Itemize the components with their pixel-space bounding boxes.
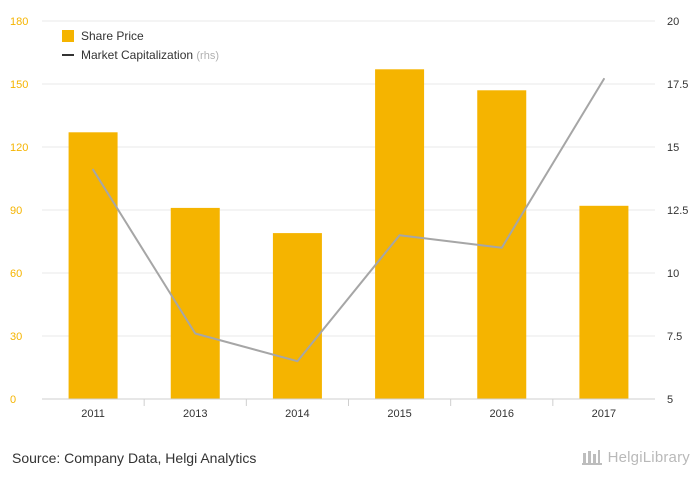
x-axis-tick-label: 2016 xyxy=(490,408,514,420)
legend-share-price-label: Share Price xyxy=(81,29,144,43)
legend-layer: Share Price Market Capitalization (rhs) xyxy=(62,29,219,62)
legend-share-price-swatch xyxy=(62,30,74,42)
right-axis-tick-label: 10 xyxy=(667,268,679,280)
bar-2011 xyxy=(68,132,118,400)
right-axis-tick-label: 15 xyxy=(667,142,679,154)
right-axis-tick-label: 17.5 xyxy=(667,79,688,91)
x-axis-tick-label: 2011 xyxy=(81,408,105,420)
brand-logo: HelgiLibrary xyxy=(581,448,690,466)
bar-2017 xyxy=(579,205,629,399)
right-axis-tick-label: 7.5 xyxy=(667,331,682,343)
axis-layer: 0 30 60 90 120 150 180 5 7.5 10 12.5 15 17.5 20 2011 20… xyxy=(10,16,688,420)
x-axis-tick-label: 2017 xyxy=(592,408,616,420)
left-axis-tick-label: 150 xyxy=(10,79,28,91)
left-axis-tick-label: 90 xyxy=(10,205,22,217)
right-axis-tick-label: 20 xyxy=(667,16,679,28)
x-axis-tick-label: 2014 xyxy=(285,408,309,420)
left-axis-tick-label: 30 xyxy=(10,331,22,343)
left-axis-tick-label: 60 xyxy=(10,268,22,280)
legend-rhs-note: (rhs) xyxy=(196,50,219,62)
x-axis-tick-label: 2013 xyxy=(183,408,207,420)
brand-name: HelgiLibrary xyxy=(607,448,690,466)
left-axis-tick-label: 180 xyxy=(10,16,28,28)
market-cap-line xyxy=(92,77,605,363)
right-axis-tick-label: 12.5 xyxy=(667,205,688,217)
left-axis-tick-label: 0 xyxy=(10,394,16,406)
legend-market-cap-label: Market Capitalization (rhs) xyxy=(81,48,219,62)
bars-layer xyxy=(68,69,629,400)
source-note: Source: Company Data, Helgi Analytics xyxy=(12,450,257,466)
bar-2013 xyxy=(170,207,220,399)
bar-2014 xyxy=(272,233,322,399)
grid-layer xyxy=(42,20,655,400)
x-axis-tick-label: 2015 xyxy=(387,408,411,420)
chart-svg: 0 30 60 90 120 150 180 5 7.5 10 12.5 15 17.5 20 2011 20… xyxy=(10,16,688,420)
line-layer xyxy=(92,77,605,363)
bar-2016 xyxy=(477,90,527,400)
bar-2015 xyxy=(375,69,425,400)
left-axis-tick-label: 120 xyxy=(10,142,28,154)
library-icon xyxy=(581,448,602,466)
right-axis-tick-label: 5 xyxy=(667,394,673,406)
